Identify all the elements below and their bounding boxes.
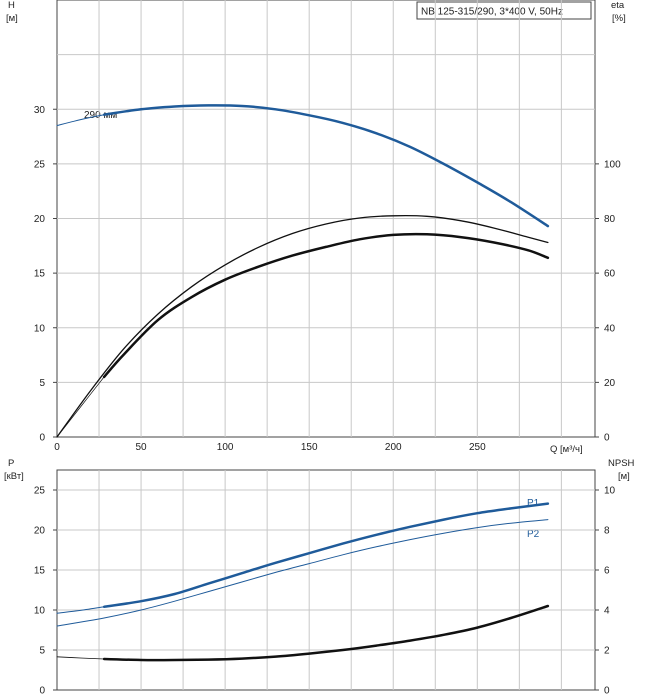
y-right-tick-label: 60: [604, 269, 616, 280]
p-axis-label: P: [8, 458, 14, 469]
y-left-tick-label: 15: [34, 269, 46, 280]
y-left-tick-label: 25: [34, 159, 46, 170]
series-line-h-290-: [102, 104, 550, 228]
y-right-tick-label: 0: [604, 433, 610, 444]
x-tick-label: 150: [301, 442, 318, 453]
title-box: [416, 1, 592, 20]
y-left-tick-label: 5: [39, 646, 45, 657]
p-axis-unit: [кВт]: [4, 471, 24, 482]
npsh-axis-unit: [м]: [618, 471, 630, 482]
series-line-eta: [56, 214, 549, 438]
x-tick-label: 100: [217, 442, 234, 453]
bottom-plot-frame: [56, 469, 596, 691]
legend-p2: P2: [527, 529, 540, 540]
y-right-tick-label: 40: [604, 323, 616, 334]
y-right-tick-label: 80: [604, 214, 616, 225]
y-left-tick-label: 20: [34, 214, 46, 225]
npsh-axis-label: NPSH: [608, 458, 635, 469]
series-line-p2: [56, 519, 549, 627]
y-left-tick-label: 10: [34, 606, 46, 617]
series-line-eta2: [102, 232, 550, 379]
h-axis-unit: [м]: [6, 13, 18, 24]
y-left-tick-label: 0: [39, 433, 45, 444]
series-line-eta2-extended: [56, 376, 105, 438]
y-right-tick-label: 4: [604, 606, 610, 617]
chart-title: NB 125-315/290, 3*400 V, 50Hz: [421, 7, 563, 18]
y-right-tick-label: 6: [604, 566, 610, 577]
series-line-p1: [102, 502, 550, 609]
y-left-tick-label: 15: [34, 566, 46, 577]
series-line-npsh-extended: [56, 656, 105, 660]
bottom-panel: P [кВт] NPSH [м] P1 P2: [4, 458, 635, 691]
h-axis-label: H: [8, 0, 15, 11]
x-tick-label: 50: [136, 442, 148, 453]
series-line-npsh: [102, 604, 550, 662]
y-right-tick-label: 0: [604, 686, 610, 697]
y-left-tick-label: 20: [34, 526, 46, 537]
y-left-tick-label: 5: [39, 378, 45, 389]
grid-lines: [57, 0, 595, 690]
series-line-p1-extended: [56, 606, 105, 614]
eta-axis-label: eta: [611, 0, 625, 11]
y-left-tick-label: 30: [34, 105, 46, 116]
eta-axis-unit: [%]: [612, 13, 626, 24]
y-right-tick-label: 20: [604, 378, 616, 389]
y-left-tick-label: 0: [39, 686, 45, 697]
x-axis-label: Q [м³/ч]: [550, 444, 583, 455]
series-line-h-extended: [56, 114, 105, 127]
y-left-tick-label: 10: [34, 323, 46, 334]
x-tick-label: 200: [385, 442, 402, 453]
y-right-tick-label: 2: [604, 646, 610, 657]
y-right-tick-label: 8: [604, 526, 610, 537]
x-tick-label: 250: [469, 442, 486, 453]
legend-p1: P1: [527, 498, 540, 509]
x-tick-label: 0: [54, 442, 60, 453]
y-left-tick-label: 25: [34, 486, 46, 497]
y-right-tick-label: 100: [604, 159, 621, 170]
y-right-tick-label: 10: [604, 486, 616, 497]
